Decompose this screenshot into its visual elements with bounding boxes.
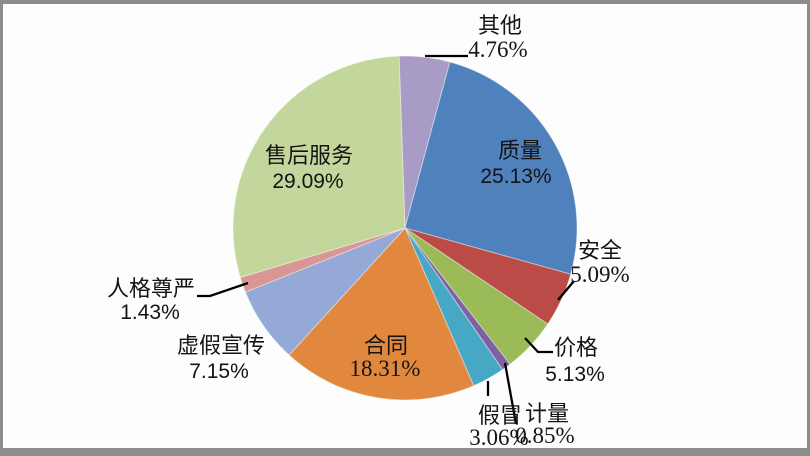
slice-pct-1: 25.13% <box>480 165 551 188</box>
slice-label-5: 假冒 <box>478 403 522 428</box>
leader-line-8 <box>197 281 249 298</box>
slice-label-0: 其他 <box>478 13 522 38</box>
slice-label-7: 虚假宣传 <box>177 333 265 358</box>
slice-pct-5: 3.06% <box>469 425 528 450</box>
pie-slice-1 <box>404 61 578 275</box>
slice-pct-4: 0.85% <box>515 423 574 448</box>
slice-pct-3: 5.13% <box>545 363 605 386</box>
pie-slice-3 <box>404 227 549 365</box>
leader-line-4 <box>503 362 518 425</box>
pie-slice-6 <box>288 227 475 401</box>
leader-line-3 <box>524 337 553 354</box>
slice-pct-6: 18.31% <box>350 356 421 381</box>
slice-pct-2: 5.09% <box>570 262 629 287</box>
pie-slice-9 <box>232 55 406 279</box>
leader-line-2 <box>557 280 575 301</box>
slice-label-6: 合同 <box>364 333 408 358</box>
slice-label-9: 售后服务 <box>265 143 353 168</box>
slice-label-8: 人格尊严 <box>107 276 195 301</box>
slice-pct-9: 29.09% <box>272 170 343 193</box>
slice-label-3: 价格 <box>554 335 598 360</box>
pie-slice-5 <box>404 227 504 387</box>
slice-pct-8: 1.43% <box>120 301 180 324</box>
pie-slice-0 <box>398 55 451 229</box>
slice-pct-0: 4.76% <box>468 37 527 62</box>
pie-slice-2 <box>404 227 572 325</box>
slice-label-4: 计量 <box>525 401 569 426</box>
slice-pct-7: 7.15% <box>189 360 249 383</box>
slice-label-2: 安全 <box>578 238 622 263</box>
pie-slice-7 <box>244 227 406 356</box>
slice-label-1: 质量 <box>498 138 542 163</box>
